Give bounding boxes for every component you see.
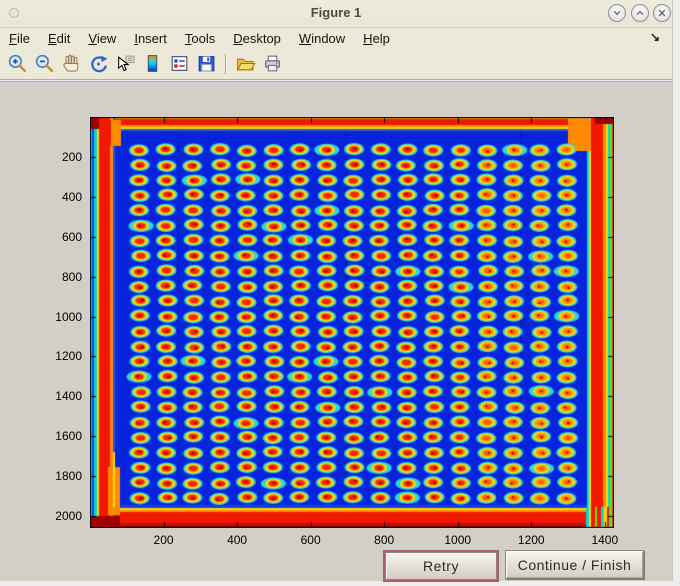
menu-item-edit[interactable]: Edit <box>47 31 71 46</box>
close-button[interactable] <box>653 4 671 22</box>
insert-colorbar-icon <box>142 54 163 77</box>
maximize-button[interactable] <box>631 4 649 22</box>
x-tick-label: 400 <box>227 533 248 547</box>
y-tick-label: 2000 <box>55 509 82 524</box>
zoom-in-button[interactable] <box>5 52 30 77</box>
zoom-out-button[interactable] <box>32 52 57 77</box>
y-tick-label: 400 <box>61 189 82 204</box>
y-tick-label: 1200 <box>55 349 82 364</box>
pan-button[interactable] <box>59 52 84 77</box>
x-icon <box>658 9 666 17</box>
window-menu-icon[interactable] <box>9 8 19 18</box>
x-tick-label: 800 <box>374 533 395 547</box>
continue-finish-button[interactable]: Continue / Finish <box>505 550 644 579</box>
y-tick-label: 1600 <box>55 429 82 444</box>
menu-item-tools[interactable]: Tools <box>184 31 216 46</box>
menu-item-help[interactable]: Help <box>363 31 390 46</box>
save-figure-icon <box>196 55 217 77</box>
y-tick-label: 1000 <box>55 309 82 324</box>
x-tick-label: 1200 <box>517 533 545 547</box>
toolbar <box>0 49 672 80</box>
x-tick-label: 1400 <box>591 533 619 547</box>
print-figure-icon <box>262 55 283 77</box>
y-tick-label: 200 <box>61 149 82 164</box>
y-tick-label: 800 <box>61 269 82 284</box>
y-tick-label: 1400 <box>55 389 82 404</box>
insert-legend-button[interactable] <box>167 52 192 77</box>
figure-canvas: 200 400 600 800 1000 1200 1400 1600 1800 2000 200 4… <box>0 81 672 581</box>
menu-item-view[interactable]: View <box>88 31 117 46</box>
menu-item-window[interactable]: Window <box>298 31 346 46</box>
pan-icon <box>61 54 82 77</box>
x-tick-label: 600 <box>300 533 321 547</box>
x-tick-label: 1000 <box>444 533 472 547</box>
save-figure-button[interactable] <box>194 52 219 77</box>
zoom-out-icon <box>34 54 55 77</box>
rotate-3d-button[interactable] <box>86 52 111 77</box>
toolbar-separator <box>225 54 227 74</box>
x-tick-label: 200 <box>153 533 174 547</box>
menu-item-desktop[interactable]: Desktop <box>233 31 281 46</box>
plate-image <box>90 117 614 528</box>
chevron-down-icon <box>613 10 621 16</box>
insert-colorbar-button[interactable] <box>140 52 165 77</box>
menu-item-insert[interactable]: Insert <box>134 31 167 46</box>
window-title: Figure 1 <box>310 5 362 20</box>
dock-arrow-icon[interactable]: ↘ <box>649 30 660 44</box>
titlebar[interactable]: Figure 1 <box>0 0 672 28</box>
open-file-button[interactable] <box>233 52 258 77</box>
minimize-button[interactable] <box>608 4 626 22</box>
rotate-3d-icon <box>88 55 109 77</box>
retry-button[interactable]: Retry <box>385 552 497 580</box>
zoom-in-icon <box>7 54 28 77</box>
menu-item-file[interactable]: File <box>9 31 30 46</box>
chevron-up-icon <box>636 10 644 16</box>
data-cursor-button[interactable] <box>113 52 138 77</box>
print-figure-button[interactable] <box>260 52 285 77</box>
data-cursor-icon <box>115 55 136 77</box>
insert-legend-icon <box>169 55 190 77</box>
open-file-icon <box>235 58 256 77</box>
y-tick-label: 1800 <box>55 469 82 484</box>
y-tick-label: 600 <box>61 229 82 244</box>
menubar: File Edit View Insert Tools Desktop Window Help… <box>0 28 672 49</box>
